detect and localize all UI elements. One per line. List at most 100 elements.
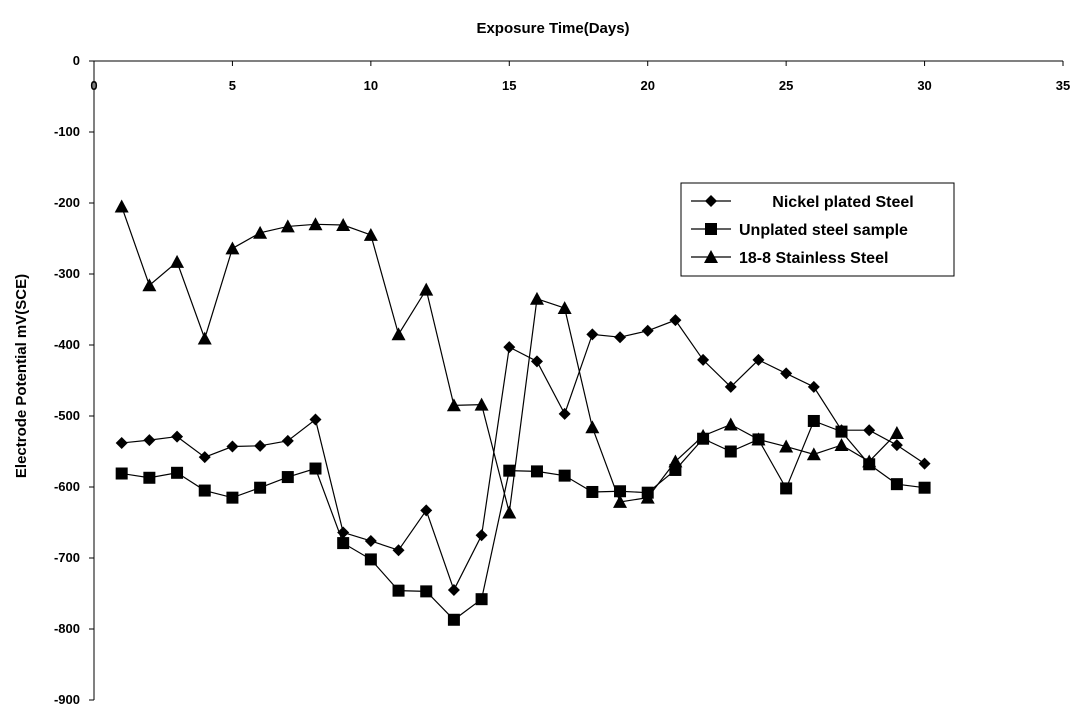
data-point [669,314,682,327]
data-point [475,529,488,542]
data-point [254,439,267,452]
data-point [420,504,433,517]
data-point [475,593,488,606]
data-point [226,491,239,504]
data-point [280,219,295,233]
x-tick-label: 10 [364,78,378,93]
data-point [336,218,351,231]
y-tick-label: -900 [54,692,80,707]
series-line [121,420,925,621]
x-tick-label: 30 [917,78,931,93]
data-point [835,425,848,438]
data-point [862,454,877,468]
data-point [503,341,516,354]
legend-label: Nickel plated Steel [772,194,913,211]
data-point [640,490,655,504]
x-tick-label: 20 [640,78,654,93]
legend-marker-triangle [704,250,718,263]
data-point [447,583,460,596]
data-point [807,380,820,393]
series-triangle [114,199,904,519]
y-tick-label: -600 [54,479,80,494]
data-point [392,544,405,557]
data-point [115,467,128,480]
data-point [364,534,377,547]
data-point [752,353,765,366]
data-point [558,407,571,420]
data-point [557,301,572,315]
data-point [143,434,156,447]
data-point [253,225,268,239]
data-point [613,494,628,508]
data-point [751,432,766,446]
data-point [363,227,378,241]
x-tick-label: 25 [779,78,793,93]
data-point [170,254,185,268]
data-point [171,430,184,443]
legend-label: 18-8 Stainless Steel [739,250,888,267]
data-point [115,436,128,449]
data-point [834,438,849,452]
data-point [724,445,737,458]
y-tick-label: -400 [54,337,80,352]
data-point [696,428,711,442]
series-line [121,319,925,592]
data-point [474,397,489,411]
legend-label: Unplated steel sample [739,222,908,239]
data-point [309,462,322,475]
data-point [143,471,156,484]
data-point [724,380,737,393]
data-point [337,537,350,550]
data-point [530,465,543,478]
axes: 0 -100 -200 -300 -400 -500 -600 -700 -800 -900 0 5 1… [54,53,1070,707]
data-point [142,278,157,292]
data-point [364,553,377,566]
data-point [890,478,903,491]
data-point [225,241,240,255]
data-point [586,328,599,341]
data-point [446,398,461,412]
data-point [558,469,571,482]
data-point [281,434,294,447]
y-tick-label: -200 [54,195,80,210]
data-point [226,440,239,453]
y-tick-label: -300 [54,266,80,281]
y-tick-label: -700 [54,550,80,565]
data-point [114,199,129,213]
data-point [668,454,683,468]
data-point [419,282,434,296]
data-point [281,471,294,484]
series-layer [114,199,931,626]
data-point [890,439,903,452]
data-point [309,413,322,426]
data-point [171,466,184,479]
data-point [614,331,627,344]
x-tick-label: 0 [90,78,97,93]
legend: Nickel plated Steel Unplated steel sample… [680,182,955,277]
x-tick-label: 5 [229,78,236,93]
data-point [254,481,267,494]
data-point [530,355,543,368]
data-point [806,447,821,461]
y-tick-label: -800 [54,621,80,636]
series-diamond [115,314,931,596]
data-point [641,324,654,337]
x-tick-label: 15 [502,78,516,93]
data-point [723,417,738,431]
data-point [586,485,599,498]
y-tick-label: -100 [54,124,80,139]
data-point [392,584,405,597]
data-point [420,585,433,598]
y-tick-label: 0 [73,53,80,68]
data-point [863,424,876,437]
data-point [697,353,710,366]
y-axis-title: Electrode Potential mV(SCE) [13,274,30,478]
data-point [807,414,820,427]
legend-marker-diamond [705,195,717,207]
data-point [308,217,323,231]
y-tick-label: -500 [54,408,80,423]
legend-marker-square [705,223,717,235]
data-point [391,327,406,341]
data-point [198,451,211,464]
